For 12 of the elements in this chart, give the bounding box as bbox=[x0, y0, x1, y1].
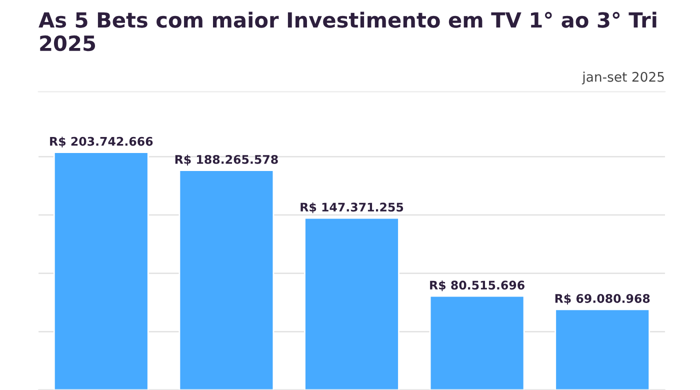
data-label: R$ 203.742.666 bbox=[50, 136, 153, 148]
bar bbox=[554, 308, 650, 390]
bar bbox=[304, 217, 400, 390]
chart-title: As 5 Bets com maior Investimento em TV 1° ao 3° Tri 2025 bbox=[38, 12, 656, 52]
bar bbox=[178, 170, 274, 390]
data-label: R$ 147.371.255 bbox=[300, 202, 404, 214]
data-label: R$ 69.080.968 bbox=[555, 294, 650, 305]
data-label: R$ 80.515.696 bbox=[430, 280, 524, 292]
bar bbox=[429, 295, 525, 390]
data-label: R$ 188.265.578 bbox=[175, 154, 278, 166]
text: jan-set 2025 bbox=[582, 72, 664, 84]
bar bbox=[53, 152, 149, 390]
